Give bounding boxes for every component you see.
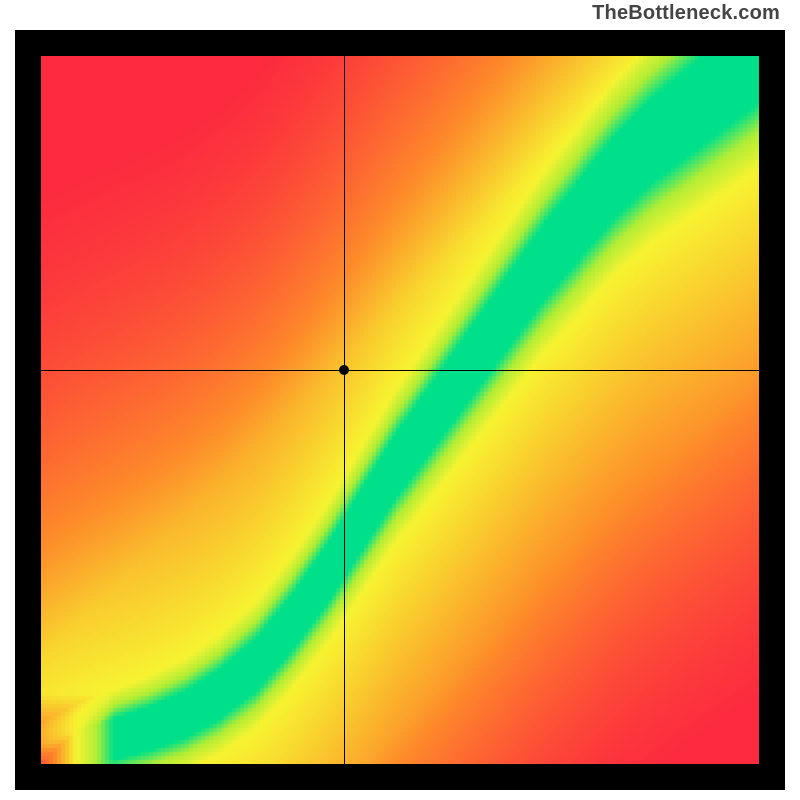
chart-container: TheBottleneck.com xyxy=(0,0,800,800)
watermark-text: TheBottleneck.com xyxy=(592,2,780,25)
crosshair-vertical xyxy=(344,56,345,764)
plot-frame xyxy=(15,30,785,790)
marker-point xyxy=(339,365,349,375)
heatmap-canvas xyxy=(41,56,759,764)
crosshair-horizontal xyxy=(41,370,759,371)
plot-area xyxy=(41,56,759,764)
